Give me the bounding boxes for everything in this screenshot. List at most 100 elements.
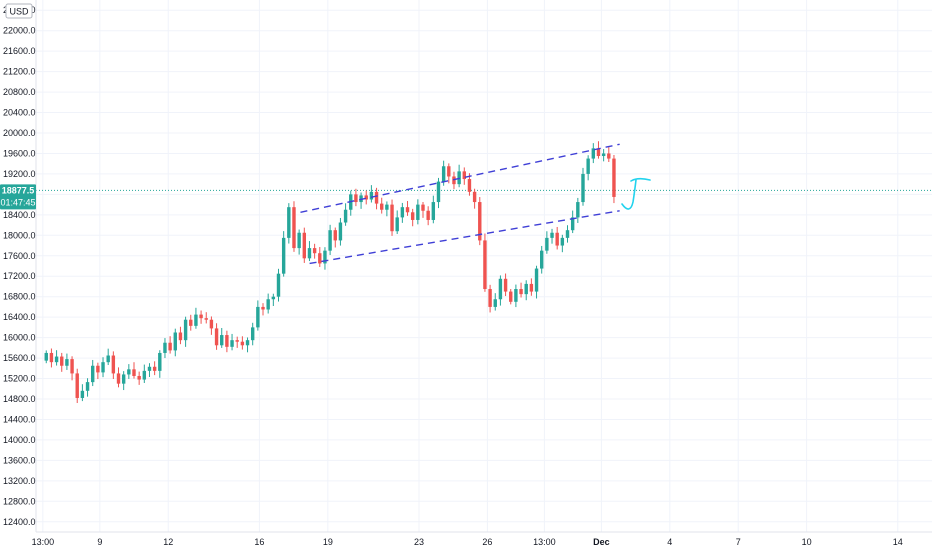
time-axis[interactable]: 13:00 9 12 16 19 23 26 13:00 Dec 4 7 10 14	[32, 537, 903, 547]
candle-body	[390, 204, 394, 232]
candle-body	[256, 306, 260, 328]
candle-body	[287, 207, 291, 238]
candle-body	[189, 319, 193, 326]
candle-body	[364, 195, 368, 200]
candle-body	[137, 375, 141, 380]
x-tick-label: 26	[482, 537, 492, 547]
x-tick-label: 13:00	[533, 537, 556, 547]
price-axis[interactable]: 22400.022000.021600.021200.020800.020400…	[3, 5, 36, 527]
y-tick-label: 13600.0	[3, 455, 36, 465]
candle-body	[276, 273, 281, 297]
y-tick-label: 19200.0	[3, 169, 36, 179]
candle-body	[441, 166, 446, 182]
y-tick-label: 17600.0	[3, 251, 36, 261]
candle-body	[467, 179, 472, 192]
candle-body	[318, 253, 322, 264]
candle-body	[472, 191, 477, 203]
candle-body	[199, 314, 203, 319]
candle-body	[524, 283, 528, 295]
candle-body	[560, 237, 565, 246]
x-tick-label: 16	[254, 537, 264, 547]
candle-body	[142, 370, 147, 380]
candle-body	[462, 171, 466, 180]
y-tick-label: 17200.0	[3, 271, 36, 281]
candle-body	[168, 342, 172, 351]
channel-upper-line[interactable]	[300, 143, 620, 213]
candle-body	[374, 191, 379, 204]
candle-body	[410, 212, 415, 220]
candle-body	[328, 230, 332, 251]
candle-body	[80, 390, 85, 398]
candle-body	[514, 289, 518, 302]
y-tick-label: 14400.0	[3, 414, 36, 424]
candle-body	[436, 181, 441, 203]
candle-body	[230, 340, 234, 347]
candle-body	[271, 296, 276, 300]
y-tick-label: 16800.0	[3, 292, 36, 302]
candle-body	[550, 232, 554, 238]
candle-body	[91, 365, 95, 383]
candle-body	[111, 355, 116, 374]
candle-body	[54, 356, 59, 363]
candle-body	[44, 352, 48, 361]
currency-text: USD	[9, 7, 29, 17]
price-tag-value: 18877.5	[2, 185, 35, 195]
candle-body	[49, 352, 54, 363]
candle-body	[447, 166, 451, 177]
candle-body	[385, 204, 389, 210]
candle-body	[529, 283, 534, 292]
candle-body	[380, 203, 384, 210]
candle-body	[586, 158, 590, 174]
price-tag: 18877.5 01:47:45	[0, 184, 36, 210]
candle-body	[158, 352, 162, 371]
candle-body	[416, 204, 420, 220]
candle-body	[292, 207, 296, 249]
x-tick-label: 23	[414, 537, 424, 547]
x-tick-label: 4	[667, 537, 672, 547]
y-tick-label: 14000.0	[3, 435, 36, 445]
candle-body	[354, 194, 358, 203]
candle-body	[488, 289, 492, 307]
candle-body	[400, 207, 405, 218]
candle-body	[297, 232, 301, 249]
candle-body	[106, 355, 110, 363]
x-tick-label: 10	[802, 537, 812, 547]
candle-body	[85, 382, 90, 391]
candle-body	[498, 278, 503, 300]
y-tick-label: 16000.0	[3, 333, 36, 343]
y-tick-label: 19600.0	[3, 148, 36, 158]
y-tick-label: 18000.0	[3, 230, 36, 240]
x-tick-label: 9	[97, 537, 102, 547]
x-tick-label: 7	[736, 537, 741, 547]
candle-body	[483, 240, 487, 290]
candle-body	[96, 365, 100, 373]
candle-body	[147, 366, 152, 371]
candle-body	[555, 232, 559, 246]
y-tick-label: 21200.0	[3, 67, 36, 77]
channel-lower-line[interactable]	[309, 210, 620, 265]
y-tick-label: 20800.0	[3, 87, 36, 97]
candle-body	[178, 332, 183, 341]
y-tick-label: 20000.0	[3, 128, 36, 138]
y-tick-label: 22000.0	[3, 26, 36, 36]
candle-body	[240, 341, 245, 346]
candle-body	[307, 248, 312, 259]
candle-body	[281, 237, 286, 274]
candle-body	[493, 299, 497, 307]
candle-body	[209, 319, 214, 329]
candle-body	[576, 202, 580, 218]
y-tick-label: 16400.0	[3, 312, 36, 322]
candle-body	[116, 373, 121, 384]
handwritten-annotation[interactable]	[621, 177, 651, 210]
candle-body	[323, 250, 327, 264]
candle-body	[545, 237, 549, 251]
candle-body	[266, 299, 270, 310]
candle-body	[601, 153, 606, 157]
x-tick-label: Dec	[593, 537, 610, 547]
currency-label[interactable]: USD	[5, 3, 33, 19]
candle-body	[250, 327, 255, 341]
candle-body	[121, 374, 126, 384]
candle-body	[183, 319, 188, 341]
